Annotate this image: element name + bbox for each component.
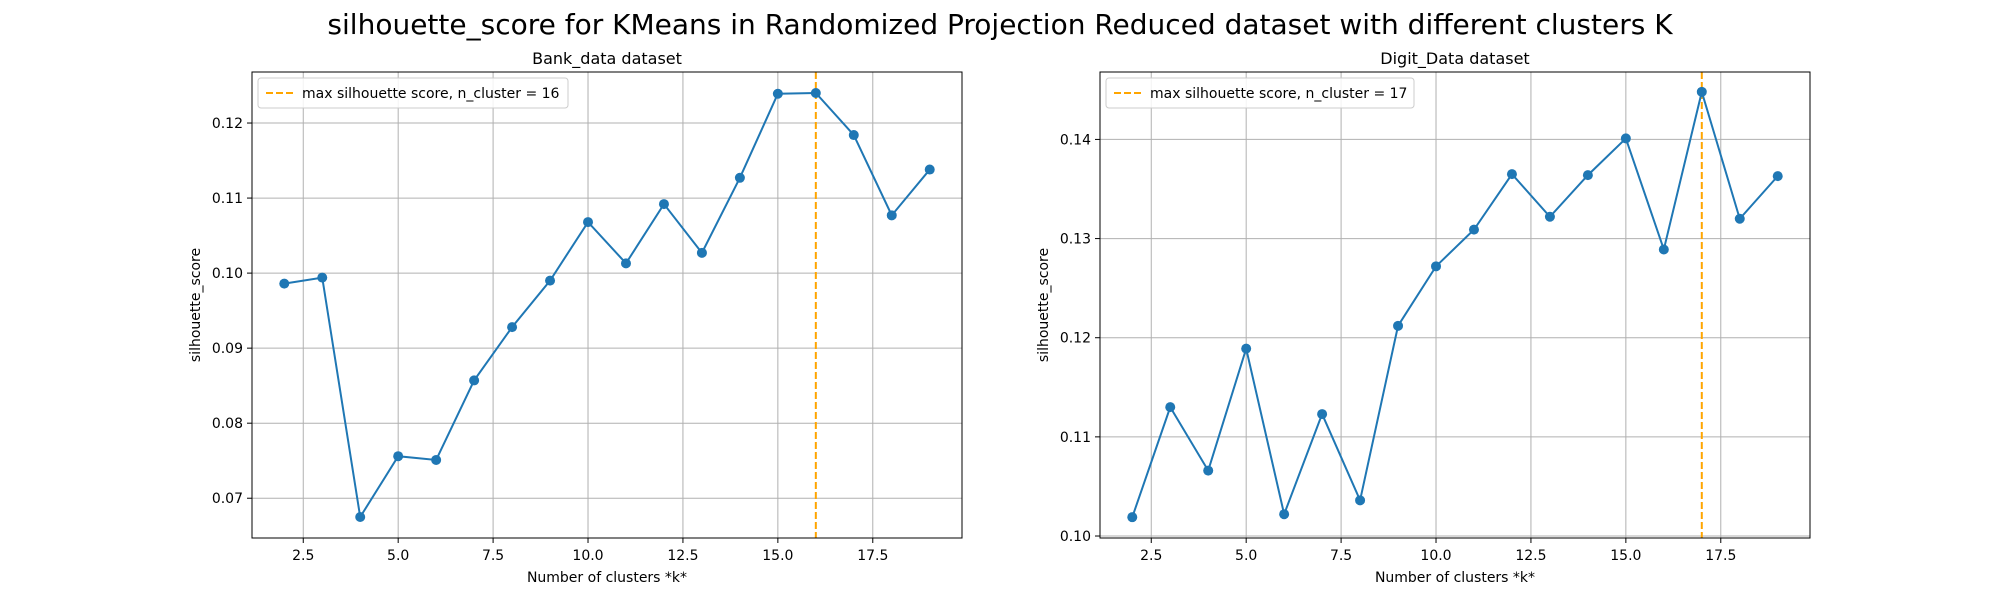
y-tick-label: 0.10 (212, 266, 243, 282)
data-point (1127, 512, 1138, 523)
legend-box (1105, 77, 1415, 109)
series-line (1131, 87, 1779, 518)
data-point (1582, 170, 1593, 181)
x-tick-label: 15.0 (1610, 548, 1641, 564)
x-tick-label: 2.5 (292, 548, 314, 564)
x-tick-label: 17.5 (1705, 548, 1736, 564)
axes-title: Digit_Data dataset (1380, 49, 1529, 69)
legend-label: max silhouette score, n_cluster = 17 (1150, 86, 1407, 102)
axes-frame (251, 71, 963, 539)
x-tick-label: 12.5 (1515, 548, 1546, 564)
data-point (583, 217, 594, 228)
data-point (1468, 224, 1479, 235)
legend-box (257, 77, 569, 109)
data-point (696, 247, 707, 258)
data-point (1772, 171, 1783, 182)
data-point (1658, 244, 1669, 255)
y-tick-label: 0.11 (212, 191, 243, 207)
data-point (1241, 343, 1252, 354)
y-tick-label: 0.09 (212, 341, 243, 357)
x-axis-label: Number of clusters *k* (527, 570, 687, 586)
x-tick-label: 15.0 (762, 548, 793, 564)
data-point (924, 164, 935, 175)
x-tick-label: 10.0 (1420, 548, 1451, 564)
axes-frame (1099, 71, 1811, 539)
data-point (355, 511, 366, 522)
data-point (1431, 261, 1442, 272)
legend-label: max silhouette score, n_cluster = 16 (302, 86, 560, 102)
x-tick-label: 7.5 (1330, 548, 1352, 564)
data-point (658, 199, 669, 210)
y-tick-label: 0.10 (1060, 529, 1091, 545)
y-axis-label: silhouette_score (188, 248, 204, 362)
data-point (393, 451, 404, 462)
data-point (734, 172, 745, 183)
y-axis-label: silhouette_score (1036, 248, 1052, 362)
x-tick-label: 17.5 (857, 548, 888, 564)
x-axis-label: Number of clusters *k* (1375, 570, 1535, 586)
data-point (1696, 86, 1707, 97)
data-point (1544, 211, 1555, 222)
data-point (507, 322, 518, 333)
data-point (317, 272, 328, 283)
data-point (886, 210, 897, 221)
y-tick-label: 0.12 (1060, 331, 1091, 347)
y-tick-label: 0.13 (1060, 232, 1091, 248)
y-tick-label: 0.07 (212, 491, 243, 507)
data-point (431, 454, 442, 465)
data-point (469, 375, 480, 386)
y-tick-label: 0.12 (212, 116, 243, 132)
data-point (1620, 133, 1631, 144)
data-point (848, 130, 859, 141)
y-tick-label: 0.08 (212, 416, 243, 432)
chart-bank-data: 2.5 5.0 7.5 10.0 12.5 15.0 17.5 0.07 0.08 0.09 0.1… (188, 49, 963, 586)
data-point (620, 258, 631, 269)
data-point (1355, 495, 1366, 506)
x-tick-label: 2.5 (1140, 548, 1162, 564)
data-point (810, 88, 821, 99)
figure-suptitle: silhouette_score for KMeans in Randomize… (327, 8, 1673, 41)
data-point (1734, 213, 1745, 224)
data-point (545, 275, 556, 286)
data-point (279, 278, 290, 289)
data-point (1203, 465, 1214, 476)
x-tick-label: 10.0 (572, 548, 603, 564)
data-point (1165, 402, 1176, 413)
data-point (1393, 320, 1404, 331)
x-tick-label: 7.5 (482, 548, 504, 564)
data-point (1506, 169, 1517, 180)
y-tick-label: 0.11 (1060, 430, 1091, 446)
data-point (772, 88, 783, 99)
x-tick-label: 5.0 (1235, 548, 1257, 564)
series-line (284, 92, 931, 520)
data-point (1317, 409, 1328, 420)
axes-title: Bank_data dataset (532, 49, 682, 69)
x-tick-label: 12.5 (667, 548, 698, 564)
chart-digit-data: 2.5 5.0 7.5 10.0 12.5 15.0 17.5 0.10 0.11 0.12 0.1… (1036, 49, 1811, 586)
x-tick-label: 5.0 (387, 548, 409, 564)
data-point (1279, 509, 1290, 520)
y-tick-label: 0.14 (1060, 132, 1091, 148)
